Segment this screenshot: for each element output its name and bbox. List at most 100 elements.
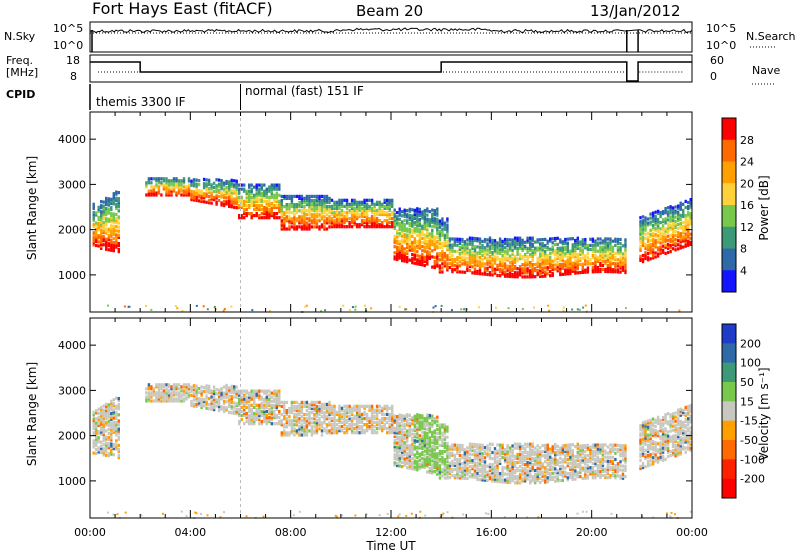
velocity-scatter-cell bbox=[328, 406, 331, 411]
power-scatter-cell bbox=[333, 225, 336, 229]
power-scatter-cell bbox=[478, 266, 482, 270]
velocity-scatter-cell bbox=[263, 420, 266, 424]
power-scatter-cell bbox=[413, 231, 416, 235]
power-scatter-cell bbox=[488, 254, 492, 258]
power-scatter-cell bbox=[398, 227, 401, 232]
velocity-scatter-cell bbox=[240, 405, 243, 409]
power-scatter-cell bbox=[534, 267, 537, 271]
power-scatter-cell bbox=[370, 223, 374, 227]
power-scatter-cell bbox=[513, 273, 517, 277]
power-scatter-cell bbox=[325, 207, 329, 211]
power-scatter-cell bbox=[182, 181, 186, 185]
power-scatter-cell bbox=[396, 255, 399, 259]
power-scatter-cell bbox=[651, 238, 655, 242]
power-scatter-cell bbox=[451, 253, 454, 257]
velocity-scatter-cell bbox=[403, 447, 406, 451]
velocity-scatter-cell bbox=[406, 466, 409, 470]
velocity-scatter-cell bbox=[110, 432, 113, 436]
velocity-scatter-cell bbox=[162, 397, 166, 401]
velocity-scatter-cell bbox=[278, 409, 281, 414]
velocity-scatter-cell bbox=[150, 391, 153, 395]
power-scatter-cell bbox=[202, 196, 206, 200]
power-scatter-cell bbox=[100, 246, 103, 250]
power-scatter-cell bbox=[511, 275, 514, 279]
power-scatter-cell bbox=[641, 260, 645, 264]
power-scatter-cell bbox=[100, 220, 103, 224]
velocity-scatter-cell bbox=[428, 436, 431, 440]
velocity-scatter-cell bbox=[486, 470, 489, 474]
power-scatter-cell bbox=[641, 235, 645, 239]
velocity-scatter-cell bbox=[238, 411, 241, 416]
power-scatter-cell bbox=[441, 223, 444, 227]
power-scatter-cell bbox=[165, 183, 168, 187]
velocity-scatter-cell bbox=[350, 406, 354, 410]
power-scatter-cell bbox=[406, 215, 409, 219]
power-scatter-cell bbox=[318, 213, 321, 217]
velocity-scatter-cell bbox=[338, 425, 341, 429]
power-scatter-cell bbox=[624, 268, 627, 273]
power-scatter-cell bbox=[222, 193, 226, 197]
power-scatter-cell bbox=[308, 196, 311, 200]
power-scatter-cell bbox=[503, 250, 507, 254]
velocity-scatter-cell bbox=[238, 401, 241, 405]
power-scatter-cell bbox=[674, 223, 677, 227]
power-scatter-cell bbox=[233, 197, 236, 201]
power-scatter-cell bbox=[539, 248, 542, 252]
power-scatter-cell bbox=[330, 212, 334, 217]
power-scatter-cell bbox=[559, 264, 562, 269]
power-scatter-cell bbox=[546, 245, 549, 249]
power-scatter-cell bbox=[443, 223, 447, 227]
velocity-scatter-cell bbox=[167, 385, 171, 389]
power-scatter-cell bbox=[581, 264, 584, 268]
power-scatter-cell bbox=[601, 247, 605, 251]
power-scatter-cell bbox=[466, 264, 469, 268]
power-scatter-cell bbox=[388, 202, 391, 206]
velocity-scatter-cell bbox=[473, 465, 477, 469]
power-scatter-cell bbox=[556, 265, 559, 269]
velocity-scatter-cell bbox=[110, 450, 113, 454]
velocity-scatter-cell bbox=[401, 436, 404, 440]
velocity-scatter-cell bbox=[298, 402, 301, 406]
power-scatter-cell bbox=[245, 189, 248, 193]
power-scatter-cell bbox=[576, 267, 579, 271]
power-scatter-cell bbox=[666, 214, 670, 218]
velocity-scatter-cell bbox=[491, 479, 494, 483]
power-scatter-cell bbox=[403, 255, 406, 259]
velocity-scatter-cell bbox=[431, 467, 434, 471]
power-scatter-cell bbox=[238, 216, 241, 220]
velocity-scatter-cell bbox=[473, 471, 477, 475]
power-scatter-cell bbox=[606, 253, 610, 257]
power-scatter-cell bbox=[644, 222, 647, 226]
power-scatter-cell bbox=[258, 199, 261, 203]
power-scatter-cell bbox=[115, 198, 118, 202]
power-scatter-cell bbox=[102, 208, 105, 212]
power-scatter-cell bbox=[518, 242, 522, 246]
power-scatter-cell bbox=[486, 260, 489, 264]
power-scatter-cell bbox=[110, 197, 113, 201]
power-scatter-cell bbox=[283, 223, 286, 227]
power-scatter-cell bbox=[403, 239, 406, 243]
power-scatter-cell bbox=[559, 250, 562, 254]
velocity-scatter-cell bbox=[102, 426, 105, 430]
velocity-scatter-cell bbox=[157, 385, 161, 389]
power-scatter-cell bbox=[503, 242, 507, 246]
power-scatter-cell bbox=[310, 215, 314, 219]
power-scatter-cell bbox=[501, 270, 504, 274]
power-scatter-cell bbox=[313, 219, 316, 223]
power-scatter-cell bbox=[436, 227, 439, 232]
velocity-scatter-cell bbox=[438, 427, 442, 431]
power-scatter-cell bbox=[476, 245, 479, 249]
power-scatter-cell bbox=[639, 244, 642, 248]
velocity-scatter-cell bbox=[145, 391, 148, 395]
power-scatter-cell bbox=[468, 248, 472, 252]
power-scatter-cell bbox=[436, 256, 439, 260]
power-scatter-cell bbox=[391, 225, 394, 229]
power-scatter-cell bbox=[654, 241, 657, 245]
power-scatter-cell bbox=[110, 226, 113, 230]
velocity-scatter-cell bbox=[300, 402, 304, 406]
velocity-scatter-cell bbox=[421, 463, 424, 467]
power-scatter-cell bbox=[448, 243, 452, 247]
power-scatter-cell bbox=[418, 211, 421, 216]
velocity-scatter-cell bbox=[102, 408, 105, 412]
velocity-scatter-cell bbox=[396, 451, 399, 455]
